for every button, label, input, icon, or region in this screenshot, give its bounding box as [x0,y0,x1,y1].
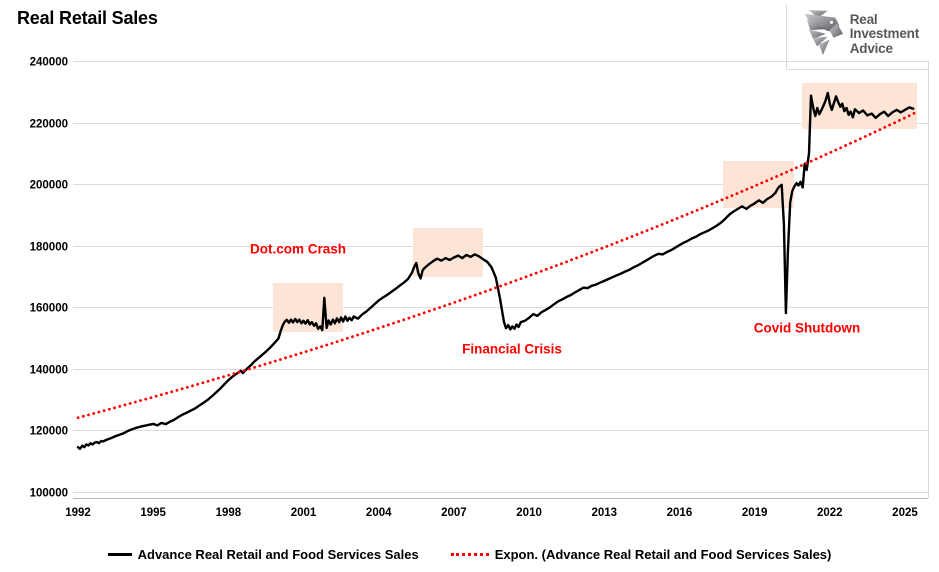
dotted-line-swatch [450,553,489,556]
x-tick-label-2004: 2004 [366,507,392,519]
sales-line [76,91,915,450]
x-tick-label-2013: 2013 [591,507,617,519]
x-tick-label-2025: 2025 [892,507,918,519]
y-tick-label-160000: 160000 [30,303,68,315]
x-tick-label-2010: 2010 [516,507,542,519]
legend-label-trend: Expon. (Advance Real Retail and Food Ser… [494,547,832,562]
annotation-covid-shutdown: Covid Shutdown [754,320,860,335]
legend-label-sales: Advance Real Retail and Food Services Sa… [137,547,419,562]
y-tick-label-200000: 200000 [30,180,68,192]
legend-item-sales: Advance Real Retail and Food Services Sa… [107,547,419,562]
trend-line [76,110,919,420]
x-tick-label-2022: 2022 [817,507,843,519]
y-tick-label-220000: 220000 [30,119,68,131]
brand-word-real: Real [849,12,878,28]
y-tick-label-140000: 140000 [30,365,68,377]
x-tick-label-2007: 2007 [441,507,467,519]
eagle-icon [797,8,843,61]
y-tick-label-180000: 180000 [30,242,68,254]
x-tick-label-1998: 1998 [216,507,242,519]
legend-item-trend: Expon. (Advance Real Retail and Food Ser… [450,547,832,562]
page-title: Real Retail Sales [17,8,158,28]
brand-logo-text: Real Investment Advice [849,12,919,56]
x-tick-label-1992: 1992 [65,507,91,519]
solid-line-swatch [107,553,132,556]
y-tick-label-100000: 100000 [30,488,68,500]
brand-word-advice: Advice [849,40,893,56]
brand-word-investment: Investment [849,26,919,42]
chart-legend: Advance Real Retail and Food Services Sa… [0,547,939,562]
post-covid-box [801,82,918,129]
brand-logo: Real Investment Advice [785,4,929,70]
annotation-financial-crisis: Financial Crisis [462,342,562,357]
annotation-dot-com-crash: Dot.com Crash [250,241,346,256]
y-tick-label-120000: 120000 [30,426,68,438]
x-tick-label-2001: 2001 [291,507,317,519]
x-tick-label-1995: 1995 [140,507,166,519]
y-tick-label-240000: 240000 [30,57,68,69]
x-tick-label-2016: 2016 [667,507,693,519]
x-tick-label-2019: 2019 [742,507,768,519]
